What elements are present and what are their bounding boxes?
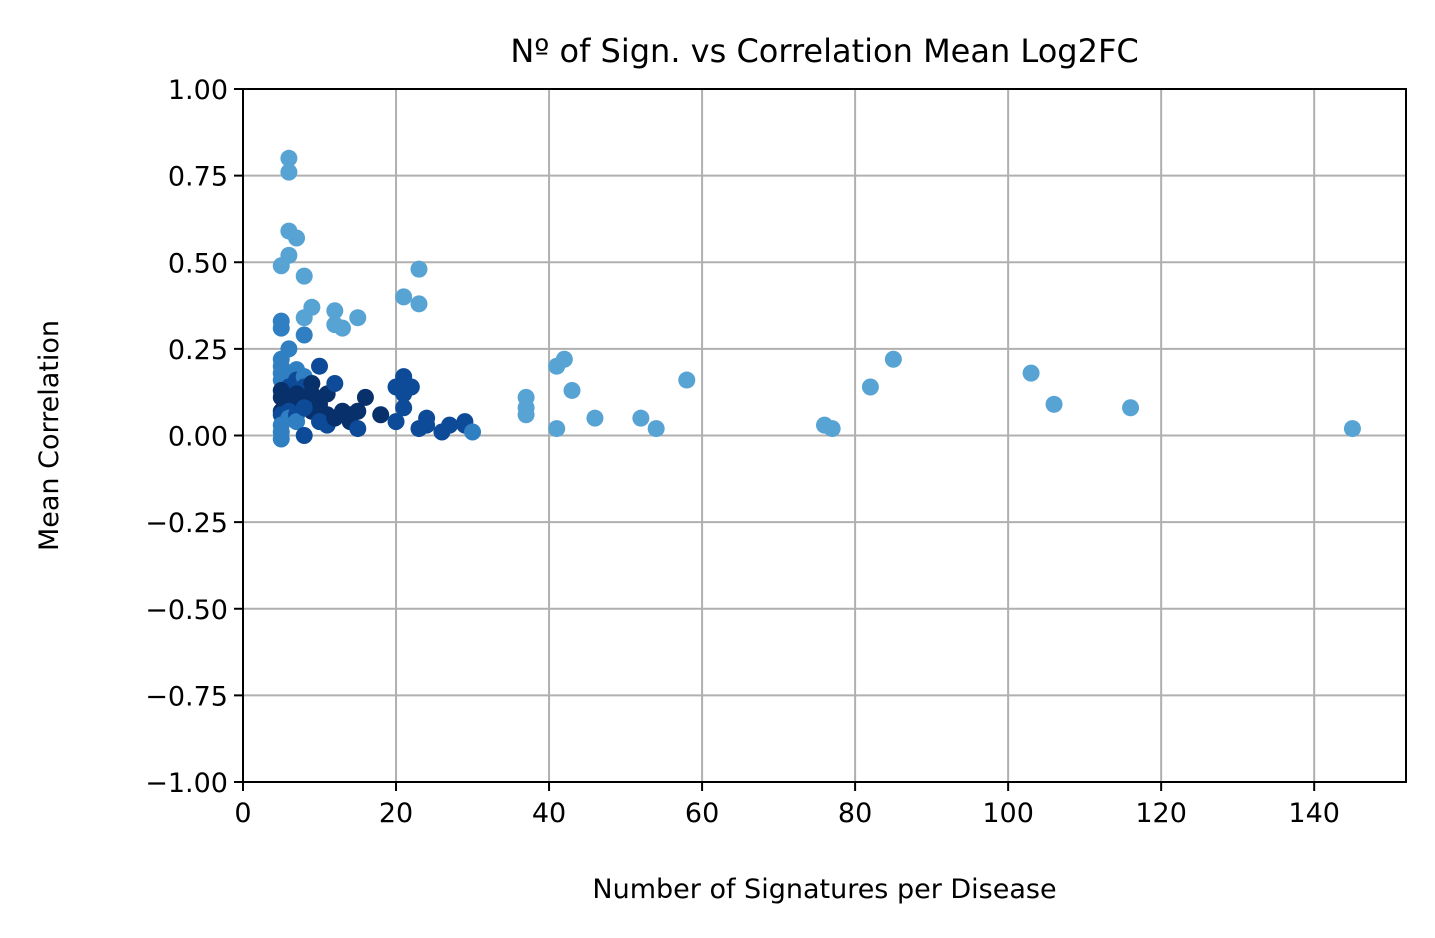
data-point-16 [395,288,413,306]
data-point-14 [333,319,351,337]
data-point-38 [311,357,329,375]
data-point-65 [372,406,390,424]
y-tick-label-8: 1.00 [168,75,228,106]
data-point-86 [563,381,581,399]
chart-title: Nº of Sign. vs Correlation Mean Log2FC [510,32,1138,70]
data-point-98 [1343,420,1361,438]
data-point-96 [1045,395,1063,413]
data-point-5 [272,257,290,275]
data-point-3 [288,229,306,247]
x-tick-label-6: 120 [1135,798,1187,829]
data-point-15 [349,309,367,327]
y-tick-label-5: 0.25 [168,335,228,366]
data-point-87 [586,409,604,427]
data-point-51 [295,399,313,417]
x-axis-ticks: 0 20 40 60 80 100 120 140 [234,782,1340,829]
x-tick-label-7: 140 [1288,798,1340,829]
data-point-94 [884,350,902,368]
data-point-8 [295,309,313,327]
data-point-88 [632,409,650,427]
y-tick-label-7: 0.75 [168,162,228,193]
y-tick-label-6: 0.50 [168,248,228,279]
data-point-97 [1122,399,1140,417]
data-point-74 [418,416,436,434]
y-axis-ticks: −1.00 −0.75 −0.50 −0.25 0.00 0.25 0.50 0.75 1.00 [145,75,243,799]
data-point-76 [441,416,459,434]
data-point-10 [272,319,290,337]
y-tick-label-1: −0.75 [145,681,228,712]
data-point-82 [517,406,535,424]
data-point-93 [861,378,879,396]
y-axis-label: Mean Correlation [34,320,65,551]
y-tick-label-4: 0.00 [168,422,228,453]
data-point-92 [823,420,841,438]
y-tick-label-3: −0.25 [145,508,228,539]
data-point-79 [464,423,482,441]
data-point-63 [349,420,367,438]
data-point-18 [410,295,428,313]
x-tick-label-1: 20 [379,798,413,829]
data-point-71 [402,378,420,396]
data-point-67 [387,413,405,431]
y-tick-label-0: −1.00 [145,768,228,799]
x-tick-label-3: 60 [685,798,719,829]
data-point-64 [356,388,374,406]
data-point-85 [548,420,566,438]
data-point-17 [410,260,428,278]
x-tick-label-4: 80 [838,798,872,829]
data-point-84 [555,350,573,368]
data-point-50 [288,413,306,431]
data-point-89 [647,420,665,438]
x-tick-label-5: 100 [982,798,1034,829]
data-point-62 [349,402,367,420]
x-axis-label: Number of Signatures per Disease [592,874,1056,905]
x-tick-label-2: 40 [532,798,566,829]
data-point-54 [272,430,290,448]
data-point-12 [326,302,344,320]
data-point-70 [395,399,413,417]
data-point-55 [295,427,313,444]
data-point-1 [280,163,298,181]
x-tick-label-0: 0 [234,798,251,829]
data-point-95 [1022,364,1040,382]
data-point-0 [280,149,298,167]
data-point-41 [326,375,344,393]
data-points [272,149,1361,448]
data-point-90 [678,371,696,389]
data-point-11 [295,326,313,344]
data-point-6 [295,267,313,285]
y-tick-label-2: −0.50 [145,595,228,626]
